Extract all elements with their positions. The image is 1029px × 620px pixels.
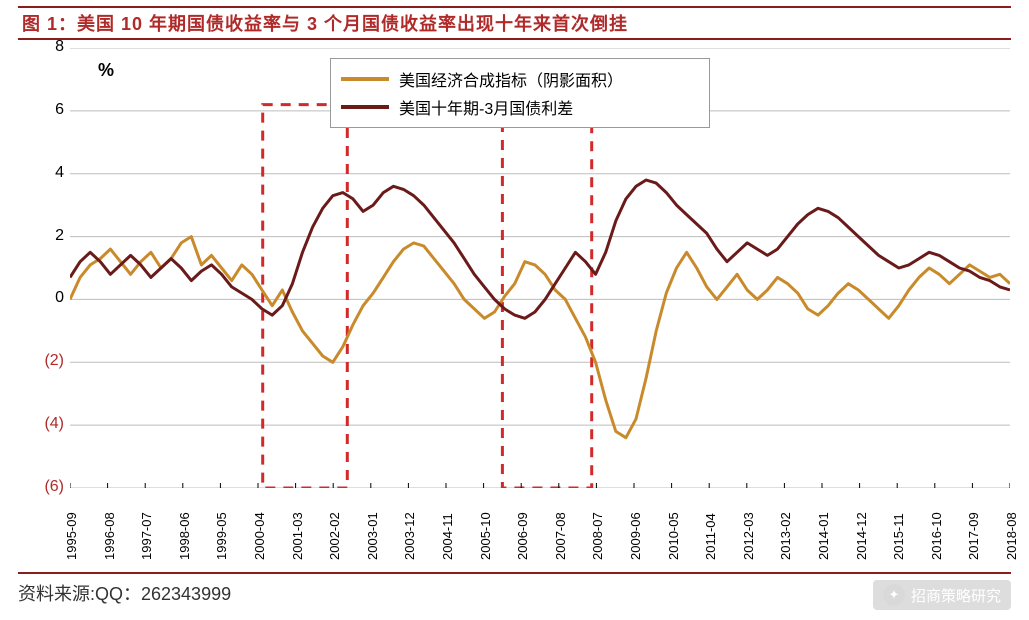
x-tick-label: 1998-06 xyxy=(177,512,192,560)
legend-label-2: 美国十年期-3月国债利差 xyxy=(399,95,573,119)
y-tick-label: 6 xyxy=(30,101,64,119)
x-tick-label: 2018-08 xyxy=(1004,512,1019,560)
x-tick-label: 2012-03 xyxy=(741,512,756,560)
legend-swatch-2 xyxy=(341,105,389,109)
x-tick-label: 2014-12 xyxy=(854,512,869,560)
x-tick-label: 2009-06 xyxy=(628,512,643,560)
figure-container: 图 1：美国 10 年期国债收益率与 3 个月国债收益率出现十年来首次倒挂 % … xyxy=(0,0,1029,620)
x-tick-label: 2011-04 xyxy=(703,513,718,560)
legend: 美国经济合成指标（阴影面积） 美国十年期-3月国债利差 xyxy=(330,58,710,128)
title-bar: 图 1：美国 10 年期国债收益率与 3 个月国债收益率出现十年来首次倒挂 xyxy=(18,6,1011,40)
x-tick-label: 1997-07 xyxy=(139,512,154,560)
x-tick-label: 2014-01 xyxy=(816,512,831,560)
x-tick-label: 2015-11 xyxy=(891,513,906,560)
x-tick-label: 2007-08 xyxy=(553,512,568,560)
x-tick-label: 2004-11 xyxy=(440,513,455,560)
y-tick-label: 2 xyxy=(30,227,64,245)
legend-item-2: 美国十年期-3月国债利差 xyxy=(341,93,699,121)
x-tick-label: 2010-05 xyxy=(666,512,681,560)
x-tick-label: 1995-09 xyxy=(64,512,79,560)
y-tick-label: (4) xyxy=(30,415,64,433)
x-tick-label: 2003-12 xyxy=(402,512,417,560)
unit-label: % xyxy=(98,60,114,80)
y-tick-label: (6) xyxy=(30,478,64,496)
watermark: ✦ 招商策略研究 xyxy=(873,580,1011,610)
wechat-icon: ✦ xyxy=(883,584,905,606)
x-tick-label: 2003-01 xyxy=(365,512,380,560)
legend-label-1: 美国经济合成指标（阴影面积） xyxy=(399,67,623,91)
x-tick-label: 2008-07 xyxy=(590,512,605,560)
watermark-text: 招商策略研究 xyxy=(911,585,1001,606)
x-tick-label: 2000-04 xyxy=(252,512,267,560)
x-tick-label: 2017-09 xyxy=(966,512,981,560)
series-line xyxy=(70,180,1010,318)
highlight-box xyxy=(263,105,348,488)
y-tick-label: 4 xyxy=(30,164,64,182)
legend-item-1: 美国经济合成指标（阴影面积） xyxy=(341,65,699,93)
x-tick-label: 2005-10 xyxy=(478,512,493,560)
highlight-boxes xyxy=(263,105,592,488)
footer-rule xyxy=(18,572,1011,574)
legend-swatch-1 xyxy=(341,77,389,81)
x-axis-labels: 1995-091996-081997-071998-061999-052000-… xyxy=(70,490,1010,570)
x-tick-label: 1996-08 xyxy=(102,512,117,560)
chart-title: 图 1：美国 10 年期国债收益率与 3 个月国债收益率出现十年来首次倒挂 xyxy=(22,10,628,36)
x-tick-label: 1999-05 xyxy=(214,512,229,560)
source-text: 资料来源:QQ：262343999 xyxy=(18,580,231,606)
x-tick-label: 2001-03 xyxy=(290,512,305,560)
series-lines xyxy=(70,180,1010,438)
y-tick-label: 0 xyxy=(30,289,64,307)
x-tick-label: 2016-10 xyxy=(929,512,944,560)
x-tick-label: 2013-02 xyxy=(778,512,793,560)
x-tick-label: 2006-09 xyxy=(515,512,530,560)
y-tick-label: 8 xyxy=(30,38,64,56)
y-tick-label: (2) xyxy=(30,352,64,370)
x-tick-label: 2002-02 xyxy=(327,512,342,560)
